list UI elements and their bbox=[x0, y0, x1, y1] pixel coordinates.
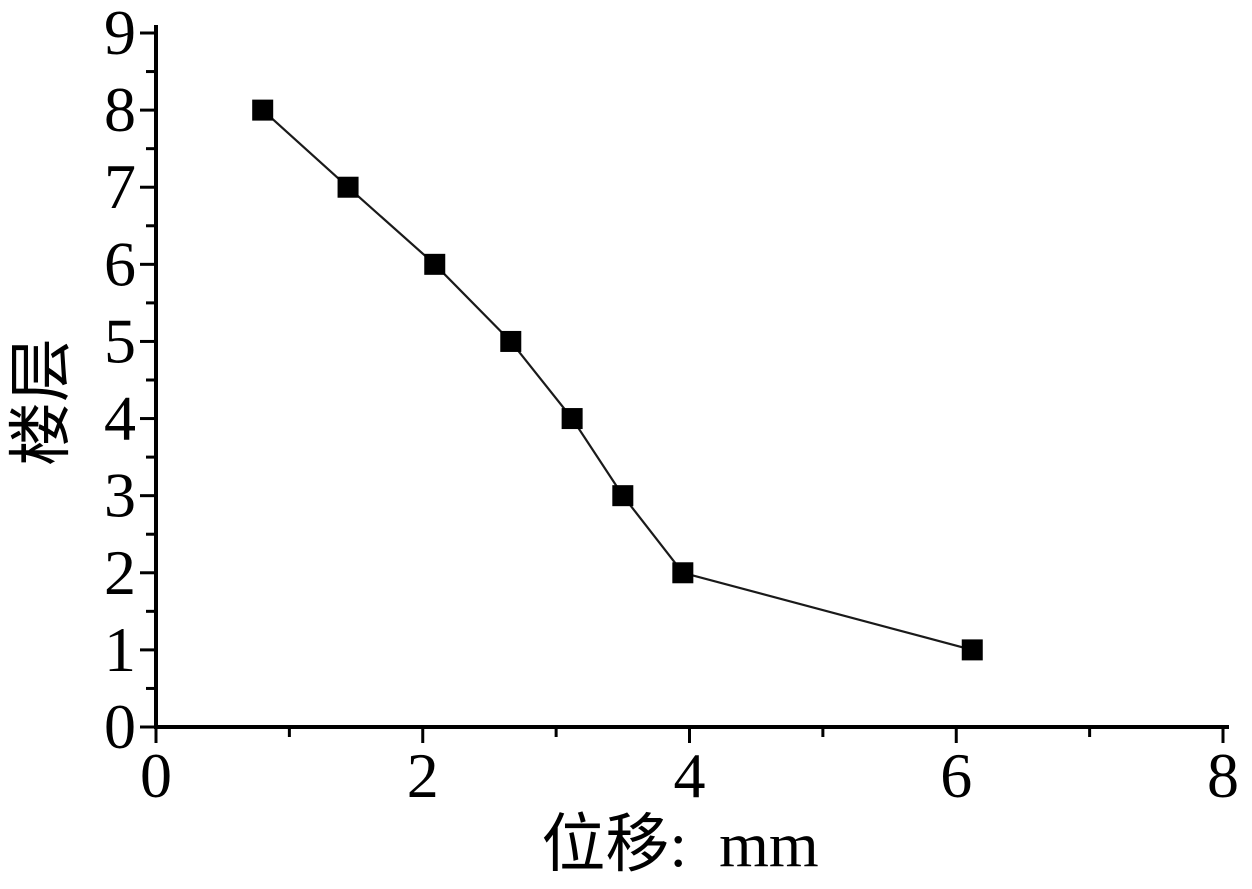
x-tick-label: 0 bbox=[140, 740, 172, 811]
y-tick-label: 6 bbox=[104, 228, 136, 299]
data-point-marker bbox=[612, 485, 634, 507]
y-tick-label: 7 bbox=[104, 151, 136, 222]
y-tick-label: 0 bbox=[104, 691, 136, 762]
data-point-marker bbox=[252, 99, 274, 121]
x-tick-label: 8 bbox=[1207, 740, 1239, 811]
x-tick-label: 4 bbox=[674, 740, 706, 811]
data-point-marker bbox=[961, 639, 983, 661]
data-point-marker bbox=[500, 330, 522, 352]
y-tick-label: 5 bbox=[104, 305, 136, 376]
y-tick-label: 8 bbox=[104, 74, 136, 145]
y-axis-title: 楼层 bbox=[6, 338, 77, 466]
data-point-marker bbox=[672, 562, 694, 584]
y-tick-label: 4 bbox=[104, 383, 136, 454]
y-tick-label: 3 bbox=[104, 460, 136, 531]
data-point-marker bbox=[561, 408, 583, 430]
x-tick-label: 2 bbox=[407, 740, 439, 811]
data-point-marker bbox=[424, 253, 446, 275]
y-tick-label: 1 bbox=[104, 614, 136, 685]
y-tick-label: 9 bbox=[104, 0, 136, 68]
data-line bbox=[261, 109, 973, 651]
data-point-marker bbox=[337, 176, 359, 198]
y-tick-label: 2 bbox=[104, 537, 136, 608]
x-axis-title: 位移: mm bbox=[541, 809, 819, 880]
x-tick-label: 6 bbox=[940, 740, 972, 811]
